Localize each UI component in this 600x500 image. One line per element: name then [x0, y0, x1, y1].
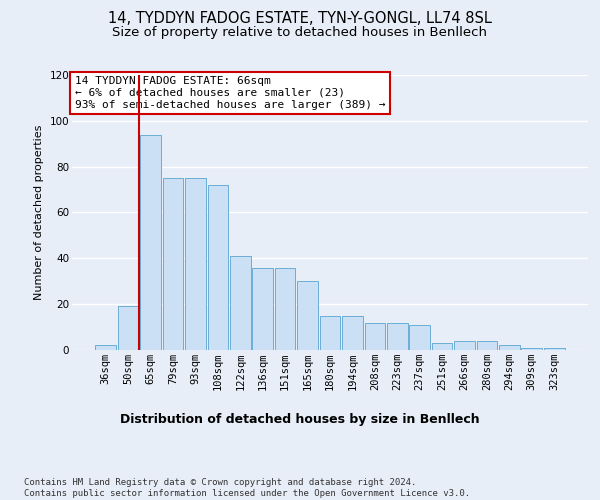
Bar — [409, 325, 430, 350]
Bar — [230, 256, 251, 350]
Text: 14 TYDDYN FADOG ESTATE: 66sqm
← 6% of detached houses are smaller (23)
93% of se: 14 TYDDYN FADOG ESTATE: 66sqm ← 6% of de… — [74, 76, 385, 110]
Bar — [275, 268, 295, 350]
Bar — [208, 185, 228, 350]
Bar — [95, 346, 116, 350]
Text: Size of property relative to detached houses in Benllech: Size of property relative to detached ho… — [113, 26, 487, 39]
Bar — [365, 322, 385, 350]
Bar — [253, 268, 273, 350]
Bar — [387, 322, 407, 350]
Text: Distribution of detached houses by size in Benllech: Distribution of detached houses by size … — [120, 412, 480, 426]
Bar — [432, 343, 452, 350]
Y-axis label: Number of detached properties: Number of detached properties — [34, 125, 44, 300]
Bar — [320, 316, 340, 350]
Bar — [118, 306, 139, 350]
Bar — [521, 348, 542, 350]
Bar — [140, 134, 161, 350]
Text: Contains HM Land Registry data © Crown copyright and database right 2024.
Contai: Contains HM Land Registry data © Crown c… — [24, 478, 470, 498]
Bar — [163, 178, 184, 350]
Bar — [297, 281, 318, 350]
Text: 14, TYDDYN FADOG ESTATE, TYN-Y-GONGL, LL74 8SL: 14, TYDDYN FADOG ESTATE, TYN-Y-GONGL, LL… — [108, 11, 492, 26]
Bar — [499, 346, 520, 350]
Bar — [185, 178, 206, 350]
Bar — [342, 316, 363, 350]
Bar — [454, 341, 475, 350]
Bar — [544, 348, 565, 350]
Bar — [476, 341, 497, 350]
